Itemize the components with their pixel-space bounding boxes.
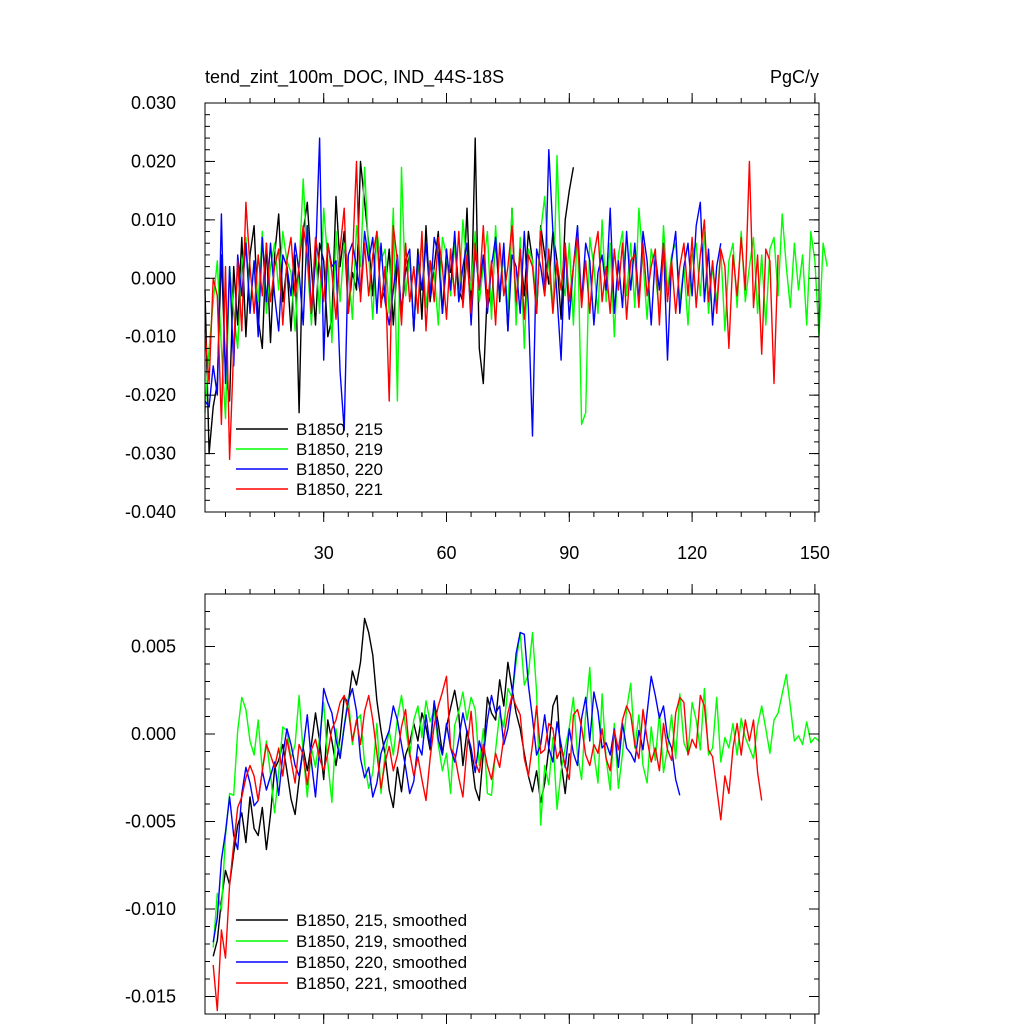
bottom-legend: B1850, 215, smoothed B1850, 219, smoothed…	[236, 911, 467, 993]
bottom-tick-labels: -0.015 -0.010 -0.005 0.000 0.005	[125, 637, 176, 1007]
top-ytick-label: 0.030	[131, 93, 176, 113]
top-ytick-label: 0.020	[131, 151, 176, 171]
bottom-ticks	[205, 584, 819, 1024]
bottom-legend-label-3: B1850, 220, smoothed	[296, 953, 467, 972]
bottom-ytick-label: 0.005	[131, 637, 176, 657]
top-legend-label-3: B1850, 220	[296, 460, 383, 479]
bottom-legend-label-2: B1850, 219, smoothed	[296, 932, 467, 951]
top-xtick-label: 90	[559, 543, 579, 563]
top-xtick-label: 150	[800, 543, 830, 563]
bottom-ytick-label: -0.010	[125, 899, 176, 919]
bottom-ytick-label: -0.015	[125, 987, 176, 1007]
top-ytick-label: -0.020	[125, 385, 176, 405]
top-tick-labels: -0.040 -0.030 -0.020 -0.010 0.000 0.010 0.020 0…	[125, 93, 830, 563]
bottom-series-line-3	[212, 631, 681, 943]
top-xtick-label: 120	[677, 543, 707, 563]
top-ytick-label: 0.000	[131, 268, 176, 288]
bottom-ytick-label: 0.000	[131, 724, 176, 744]
bottom-plot-area	[212, 617, 820, 1012]
bottom-legend-label-1: B1850, 215, smoothed	[296, 911, 467, 930]
top-plot-area	[204, 137, 828, 461]
top-legend-label-1: B1850, 215	[296, 420, 383, 439]
bottom-series-line-2	[212, 631, 820, 948]
top-series-line-3	[204, 137, 722, 437]
top-ticks	[205, 93, 819, 522]
bottom-ytick-label: -0.005	[125, 812, 176, 832]
top-xtick-label: 60	[436, 543, 456, 563]
top-legend-label-2: B1850, 219	[296, 440, 383, 459]
top-series-line-4	[204, 160, 779, 461]
bottom-plot-frame	[204, 593, 820, 1015]
top-ytick-label: 0.010	[131, 210, 176, 230]
top-legend-label-4: B1850, 221	[296, 480, 383, 499]
top-plot-frame	[204, 102, 820, 513]
top-xtick-label: 30	[314, 543, 334, 563]
top-ytick-label: -0.030	[125, 444, 176, 464]
top-ytick-label: -0.010	[125, 327, 176, 347]
bottom-panel: -0.015 -0.010 -0.005 0.000 0.005 B1850, 215,…	[125, 584, 820, 1024]
top-panel: tend_zint_100m_DOC, IND_44S-18S PgC/y -0…	[125, 67, 830, 563]
top-ytick-label: -0.040	[125, 502, 176, 522]
top-panel-title: tend_zint_100m_DOC, IND_44S-18S	[205, 67, 504, 88]
bottom-legend-label-4: B1850, 221, smoothed	[296, 974, 467, 993]
top-panel-units: PgC/y	[770, 67, 819, 87]
bottom-series-line-4	[212, 675, 763, 1012]
